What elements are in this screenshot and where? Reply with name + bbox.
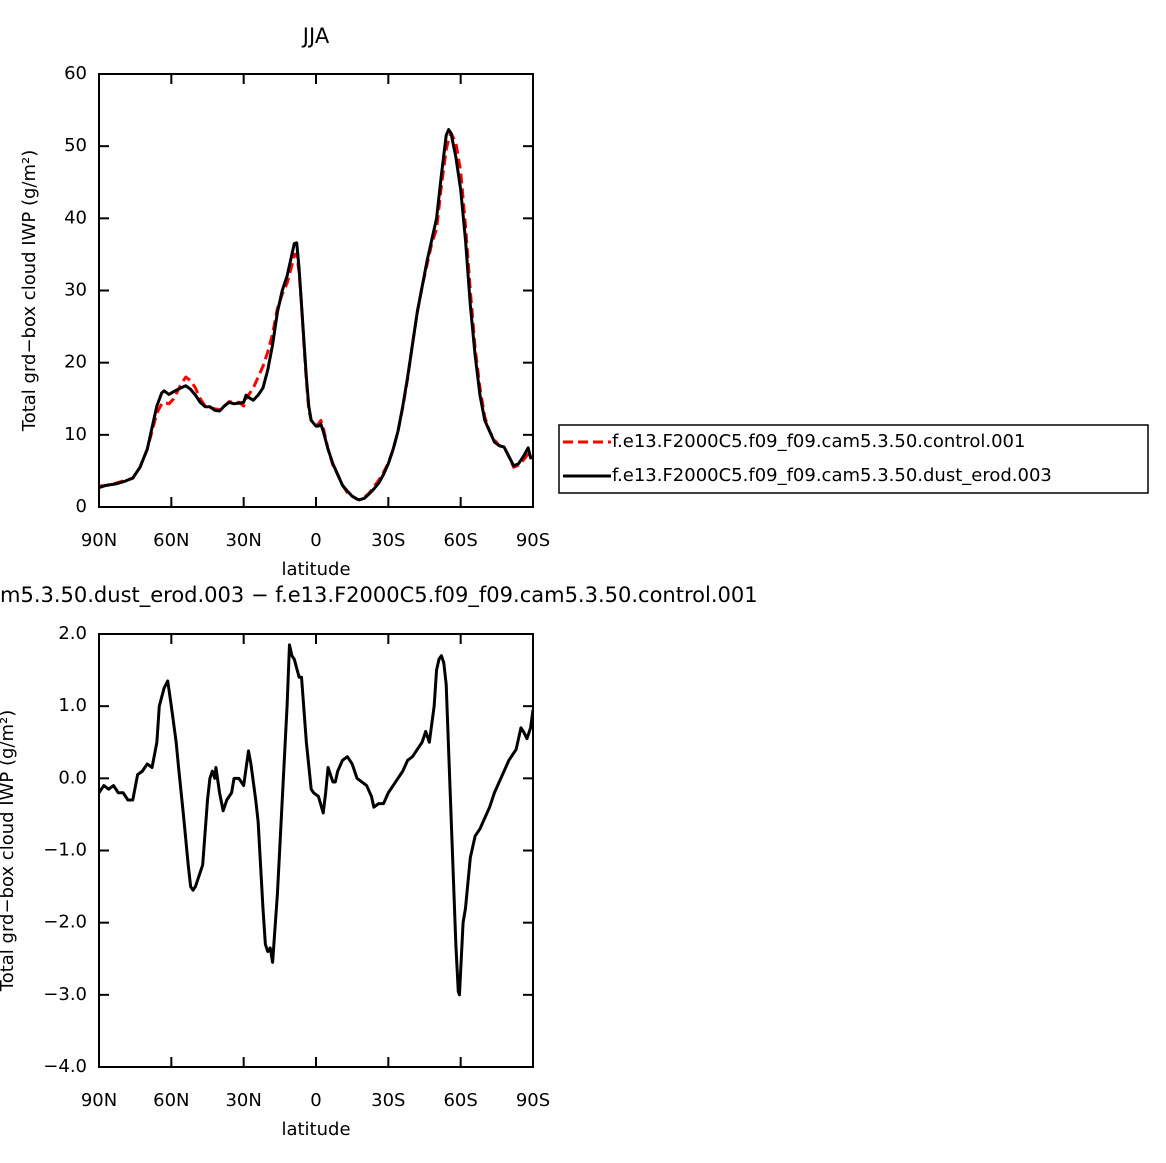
x-axis-label: latitude (281, 559, 350, 580)
x-tick-label: 90S (516, 530, 550, 551)
x-tick-label: 60S (443, 530, 477, 551)
legend-box (558, 424, 1149, 494)
y-tick-label: −1.0 (43, 840, 87, 861)
legend-label: f.e13.F2000C5.f09_f09.cam5.3.50.control.… (612, 431, 1025, 452)
x-tick-label: 90S (516, 1090, 550, 1111)
chart-title: m5.3.50.dust_erod.003 − f.e13.F2000C5.f0… (0, 583, 758, 608)
y-tick-label: −4.0 (43, 1056, 87, 1077)
y-tick-label: 50 (64, 135, 87, 156)
x-tick-label: 60N (153, 530, 189, 551)
y-axis-label: Total grd−box cloud IWP (g/m²) (19, 150, 40, 432)
legend-label: f.e13.F2000C5.f09_f09.cam5.3.50.dust_ero… (612, 465, 1052, 486)
y-tick-label: 1.0 (58, 695, 87, 716)
x-tick-label: 90N (81, 1090, 117, 1111)
y-tick-label: 60 (64, 63, 87, 84)
y-tick-label: −3.0 (43, 984, 87, 1005)
x-tick-label: 0 (310, 1090, 321, 1111)
x-tick-label: 60N (153, 1090, 189, 1111)
x-tick-label: 30S (371, 530, 405, 551)
data-line (99, 131, 533, 502)
y-tick-label: 10 (64, 424, 87, 445)
y-tick-label: 2.0 (58, 623, 87, 644)
y-tick-label: 0 (76, 496, 87, 517)
chart-title: JJA (301, 24, 330, 48)
y-tick-label: 0.0 (58, 767, 87, 788)
y-tick-label: −2.0 (43, 912, 87, 933)
y-tick-label: 20 (64, 352, 87, 373)
x-tick-label: 30N (225, 530, 261, 551)
data-line (99, 128, 533, 502)
y-tick-label: 40 (64, 207, 87, 228)
x-tick-label: 60S (443, 1090, 477, 1111)
data-line (99, 643, 533, 997)
x-axis-label: latitude (281, 1119, 350, 1140)
plot-frame (98, 73, 534, 508)
x-tick-label: 30S (371, 1090, 405, 1111)
x-tick-label: 0 (310, 530, 321, 551)
plot-frame (98, 633, 534, 1068)
x-tick-label: 30N (225, 1090, 261, 1111)
x-tick-label: 90N (81, 530, 117, 551)
y-tick-label: 30 (64, 280, 87, 301)
y-axis-label: Total grd−box cloud IWP (g/m²) (0, 710, 18, 992)
